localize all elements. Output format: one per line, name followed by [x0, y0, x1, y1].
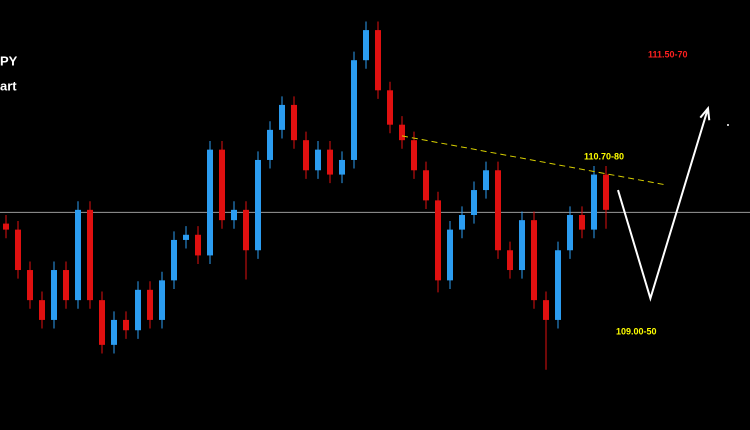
candle-body — [267, 129, 273, 160]
candle-body — [3, 223, 9, 230]
candle-body — [99, 300, 105, 345]
annotation: 111.50-70 — [648, 49, 688, 59]
candle-body — [447, 229, 453, 281]
candle-body — [147, 289, 153, 320]
title-line: PY — [0, 53, 18, 68]
candle-body — [399, 124, 405, 141]
projection-path — [617, 108, 709, 302]
candle-body — [123, 319, 129, 331]
candle-body — [507, 250, 513, 271]
candle-body — [87, 209, 93, 301]
candle-body — [603, 174, 609, 210]
candle-body — [459, 215, 465, 230]
candle-body — [171, 239, 177, 281]
candle-body — [243, 209, 249, 251]
candle-body — [75, 209, 81, 301]
candle-body — [207, 149, 213, 256]
candle-body — [291, 104, 297, 141]
candle-body — [531, 220, 537, 301]
candle-body — [195, 234, 201, 256]
candle-body — [279, 104, 285, 130]
candle-body — [471, 190, 477, 215]
candle-body — [315, 149, 321, 171]
candle-body — [375, 30, 381, 91]
candle-body — [543, 300, 549, 320]
annotation: 109.00-50 — [616, 326, 657, 336]
candle-body — [39, 300, 45, 320]
candle-body — [363, 30, 369, 61]
candle-body — [27, 270, 33, 301]
trendline — [401, 135, 667, 186]
candle-body — [327, 149, 333, 175]
candle-body — [135, 289, 141, 331]
candle-body — [435, 200, 441, 281]
candle-body — [183, 234, 189, 240]
candle-body — [411, 140, 417, 171]
candle-body — [351, 60, 357, 160]
title-line: art — [0, 78, 17, 93]
candle-body — [579, 215, 585, 230]
candle-body — [303, 140, 309, 171]
candle-body — [495, 170, 501, 251]
candle-body — [387, 90, 393, 125]
candle-body — [219, 149, 225, 221]
candle-body — [111, 319, 117, 345]
arrow-head — [699, 105, 711, 121]
candle-body — [255, 159, 261, 251]
candle-body — [15, 229, 21, 271]
dot — [727, 124, 729, 126]
candle-body — [519, 220, 525, 271]
candle-body — [63, 270, 69, 301]
candle-body — [159, 280, 165, 320]
candle-body — [423, 170, 429, 201]
candle-body — [231, 209, 237, 221]
candle-body — [51, 270, 57, 320]
annotation: 110.70-80 — [584, 151, 624, 161]
candle-body — [591, 174, 597, 230]
candle-body — [483, 170, 489, 191]
candle-body — [555, 250, 561, 320]
candle-body — [567, 215, 573, 251]
candle-body — [339, 159, 345, 175]
